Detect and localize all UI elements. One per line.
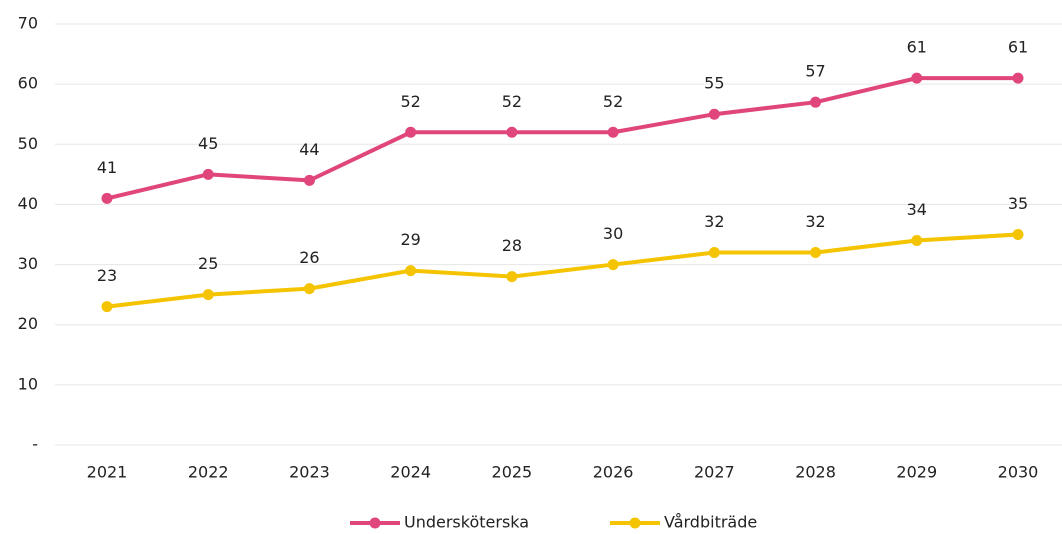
data-label: 44 (299, 140, 319, 159)
data-label: 30 (603, 224, 623, 243)
point (202, 289, 214, 301)
x-tick-label: 2023 (289, 463, 330, 482)
data-label: 23 (97, 266, 117, 285)
data-label: 52 (400, 92, 420, 111)
data-label: 55 (704, 74, 724, 93)
point (303, 283, 315, 295)
y-tick-label: 10 (18, 374, 38, 393)
point (101, 301, 113, 313)
point (506, 126, 518, 138)
y-tick-label: 60 (18, 74, 38, 93)
data-label: 26 (299, 248, 319, 267)
series-line (106, 232, 1019, 309)
data-label: 32 (704, 212, 724, 231)
x-tick-label: 2024 (390, 463, 431, 482)
x-tick-label: 2022 (188, 463, 229, 482)
legend-label: Undersköterska (404, 513, 529, 532)
x-tick-label: 2028 (795, 463, 836, 482)
point (1012, 72, 1024, 84)
point (506, 271, 518, 283)
point (101, 192, 113, 204)
point (303, 174, 315, 186)
data-label: 25 (198, 254, 218, 273)
data-label: 52 (502, 92, 522, 111)
x-tick-label: 2030 (998, 463, 1039, 482)
y-tick-label: 20 (18, 314, 38, 333)
point (607, 259, 619, 271)
series-line (106, 76, 1018, 201)
point (1012, 229, 1024, 240)
data-label: 57 (805, 62, 825, 81)
data-label: 35 (1008, 194, 1028, 213)
point (405, 265, 417, 277)
y-tick-label: 50 (18, 134, 38, 153)
y-tick-label: 40 (18, 194, 38, 213)
point (911, 72, 923, 84)
data-label: 61 (1008, 38, 1028, 57)
y-tick-label: - (32, 435, 38, 454)
x-tick-label: 2026 (593, 463, 634, 482)
x-tick-label: 2025 (492, 463, 533, 482)
point (607, 126, 619, 138)
data-label: 41 (97, 158, 117, 177)
data-label: 32 (805, 212, 825, 231)
point (708, 247, 720, 259)
data-label: 61 (907, 38, 927, 57)
point (202, 168, 214, 180)
data-label: 34 (907, 200, 927, 219)
data-label: 45 (198, 134, 218, 153)
legend-marker (369, 517, 381, 529)
y-tick-label: 30 (18, 254, 38, 273)
legend-label: Vårdbiträde (664, 513, 757, 532)
x-tick-label: 2029 (896, 463, 937, 482)
x-tick-label: 2021 (87, 463, 128, 482)
point (810, 96, 822, 108)
point (911, 235, 923, 247)
legend-marker (629, 517, 641, 529)
data-label: 52 (603, 92, 623, 111)
data-label: 29 (400, 230, 420, 249)
data-label: 28 (502, 236, 522, 255)
point (810, 247, 822, 259)
y-tick-label: 70 (18, 14, 38, 33)
point (405, 126, 417, 138)
point (708, 108, 720, 120)
x-tick-label: 2027 (694, 463, 735, 482)
